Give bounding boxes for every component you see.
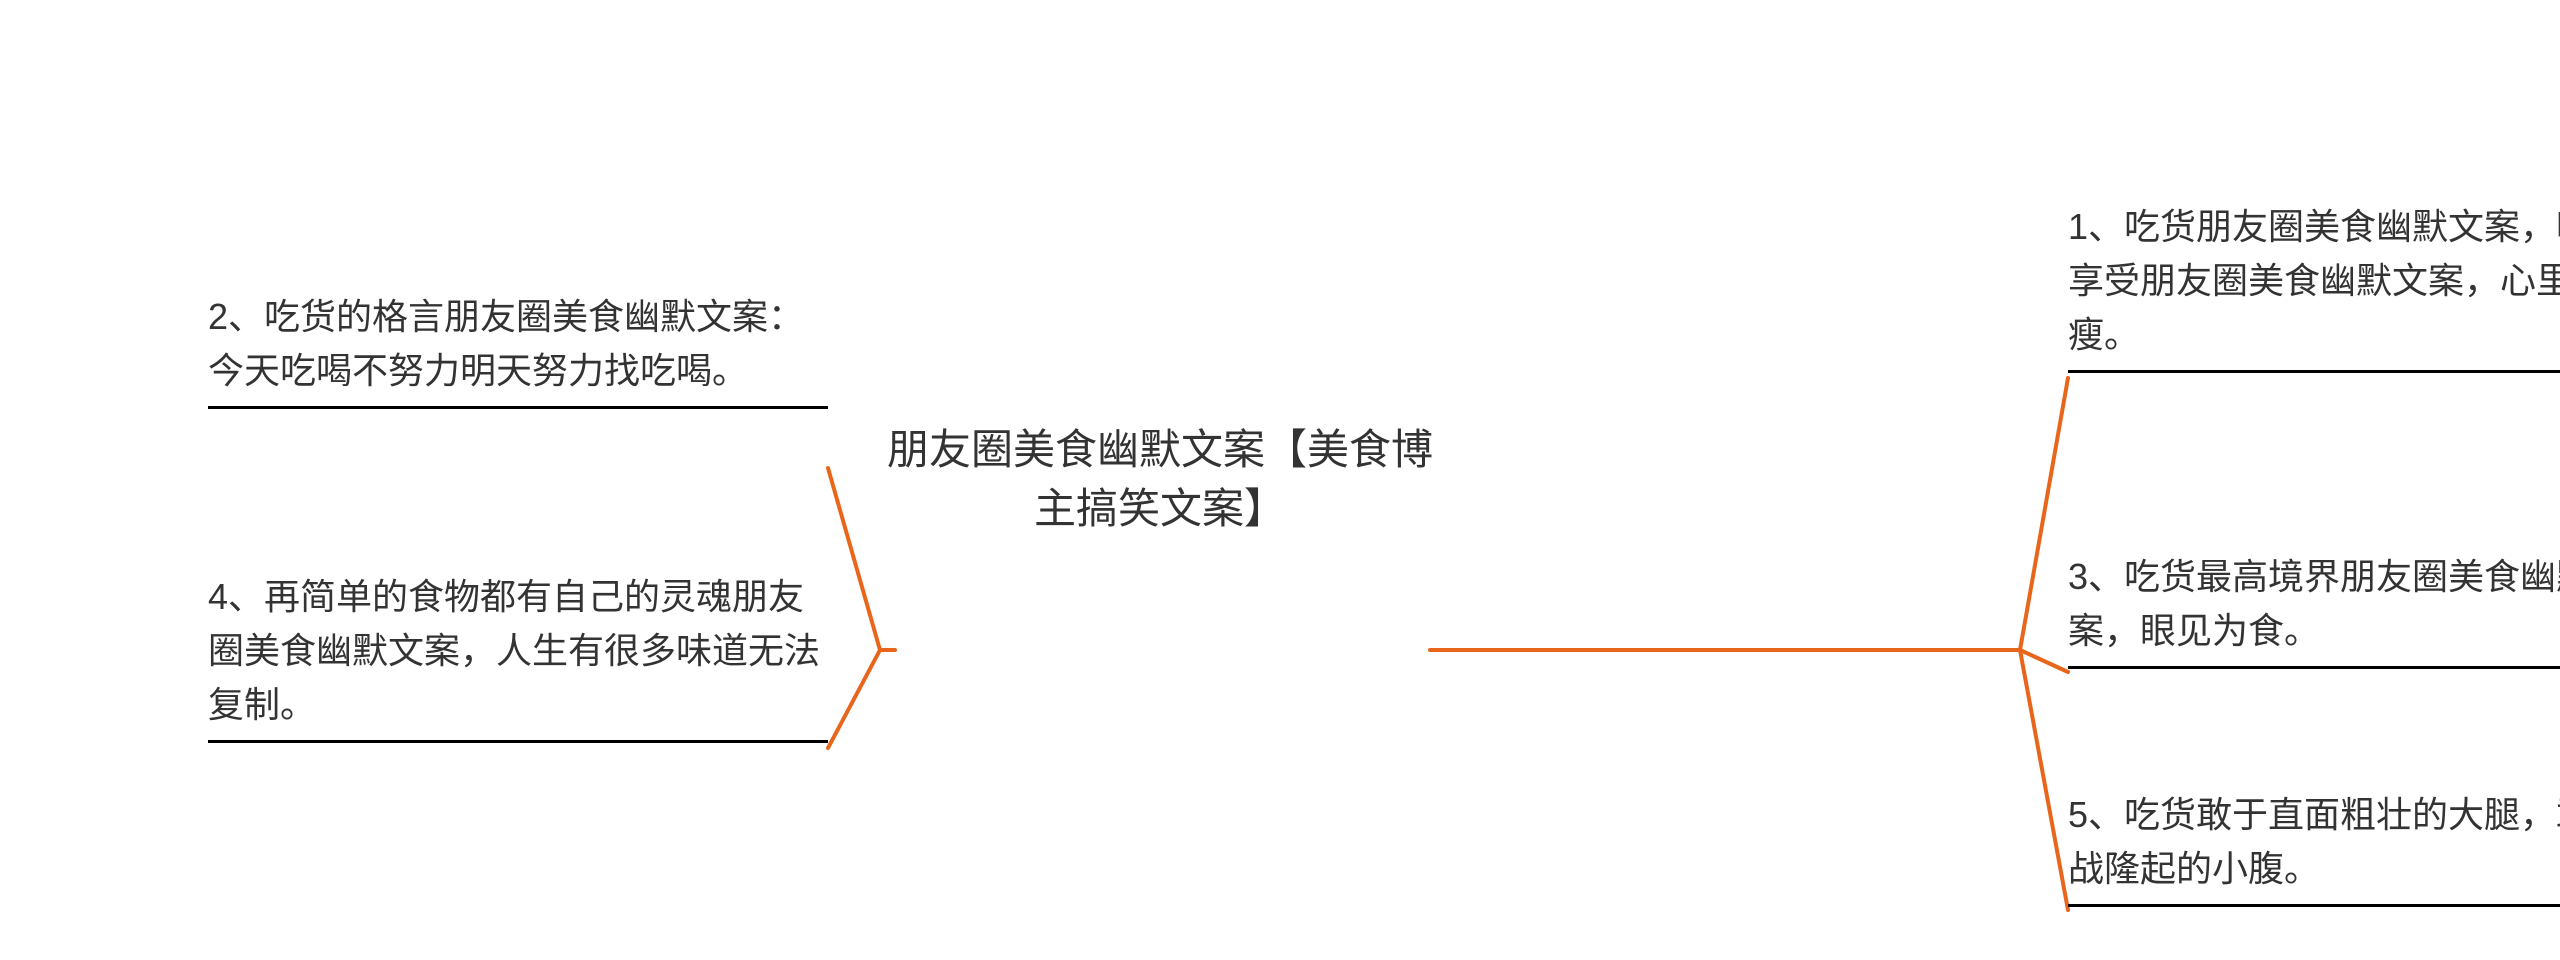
leaf-node-right-3: 5、吃货敢于直面粗壮的大腿，敢于挑战隆起的小腹。 xyxy=(2068,788,2560,907)
leaf-text: 4、再简单的食物都有自己的灵魂朋友圈美食幽默文案，人生有很多味道无法复制。 xyxy=(208,576,820,725)
leaf-node-left-1: 2、吃货的格言朋友圈美食幽默文案：今天吃喝不努力明天努力找吃喝。 xyxy=(208,290,828,409)
mindmap-container: 朋友圈美食幽默文案【美食博主搞笑文案】 2、吃货的格言朋友圈美食幽默文案：今天吃… xyxy=(0,0,2560,960)
leaf-text: 2、吃货的格言朋友圈美食幽默文案：今天吃喝不努力明天努力找吃喝。 xyxy=(208,296,804,391)
leaf-node-right-2: 3、吃货最高境界朋友圈美食幽默文案，眼见为食。 xyxy=(2068,550,2560,669)
leaf-text: 3、吃货最高境界朋友圈美食幽默文案，眼见为食。 xyxy=(2068,556,2560,651)
leaf-node-left-2: 4、再简单的食物都有自己的灵魂朋友圈美食幽默文案，人生有很多味道无法复制。 xyxy=(208,570,828,743)
center-node-text: 朋友圈美食幽默文案【美食博主搞笑文案】 xyxy=(887,426,1433,532)
leaf-node-right-1: 1、吃货朋友圈美食幽默文案，嘴里的享受朋友圈美食幽默文案，心里的想瘦。 xyxy=(2068,200,2560,373)
leaf-text: 1、吃货朋友圈美食幽默文案，嘴里的享受朋友圈美食幽默文案，心里的想瘦。 xyxy=(2068,206,2560,355)
center-node: 朋友圈美食幽默文案【美食博主搞笑文案】 xyxy=(885,421,1435,539)
leaf-text: 5、吃货敢于直面粗壮的大腿，敢于挑战隆起的小腹。 xyxy=(2068,794,2560,889)
